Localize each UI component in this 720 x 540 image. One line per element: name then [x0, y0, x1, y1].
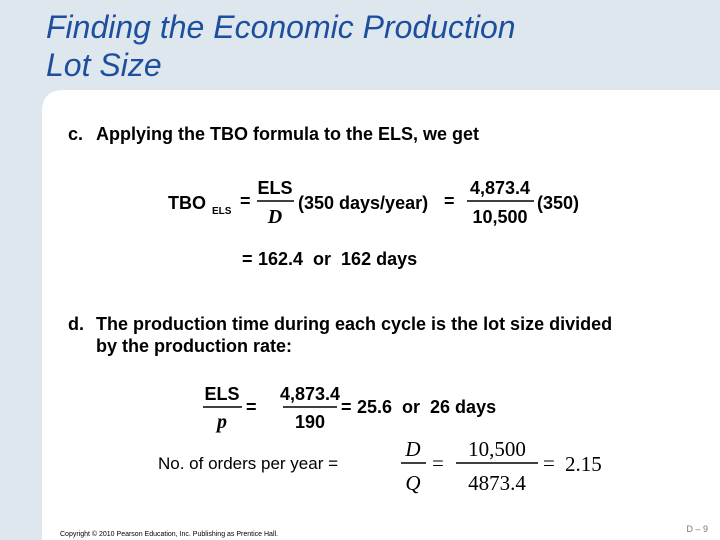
- page-number: D – 9: [686, 524, 708, 534]
- formula-text: (350): [537, 193, 579, 213]
- title-line: Finding the Economic Production: [46, 9, 516, 45]
- item-text: Applying the TBO formula to the ELS, we …: [96, 124, 479, 144]
- formula-result: 25.6 or 26 days: [357, 397, 496, 417]
- formula-operator: =: [432, 451, 444, 475]
- formula-denominator: D: [267, 206, 282, 228]
- formula-numerator: 4,873.4: [470, 178, 530, 198]
- formula-operator: =: [240, 191, 251, 211]
- item-label: c.: [68, 124, 83, 144]
- formula-operator: =: [444, 191, 455, 211]
- formula-text: (350 days/year): [298, 193, 428, 213]
- title-line: Lot Size: [46, 47, 162, 83]
- formula-numerator: ELS: [204, 384, 239, 404]
- formula-operator: =: [246, 397, 257, 417]
- formula-numerator: D: [404, 437, 420, 461]
- item-text: The production time during each cycle is…: [96, 314, 612, 334]
- formula-numerator: ELS: [257, 178, 292, 198]
- formula-operator: =: [543, 451, 555, 475]
- item-text: by the production rate:: [96, 336, 292, 356]
- content-panel: [42, 90, 720, 540]
- formula-result: 2.15: [565, 452, 602, 476]
- formula-denominator: 4873.4: [468, 471, 526, 495]
- formula-numerator: 10,500: [468, 437, 526, 461]
- formula-subscript: ELS: [212, 206, 232, 217]
- copyright: Copyright © 2010 Pearson Education, Inc.…: [60, 530, 278, 538]
- formula-result: 162.4 or 162 days: [258, 249, 417, 269]
- formula-denominator: 10,500: [472, 207, 527, 227]
- formula-operator: =: [242, 249, 253, 269]
- formula-label: No. of orders per year =: [158, 454, 338, 473]
- formula-numerator: 4,873.4: [280, 384, 340, 404]
- formula-operator: =: [341, 397, 352, 417]
- formula-denominator: p: [215, 411, 227, 433]
- formula-text: TBO: [168, 193, 206, 213]
- item-label: d.: [68, 314, 84, 334]
- formula-denominator: Q: [405, 471, 420, 495]
- formula-denominator: 190: [295, 412, 325, 432]
